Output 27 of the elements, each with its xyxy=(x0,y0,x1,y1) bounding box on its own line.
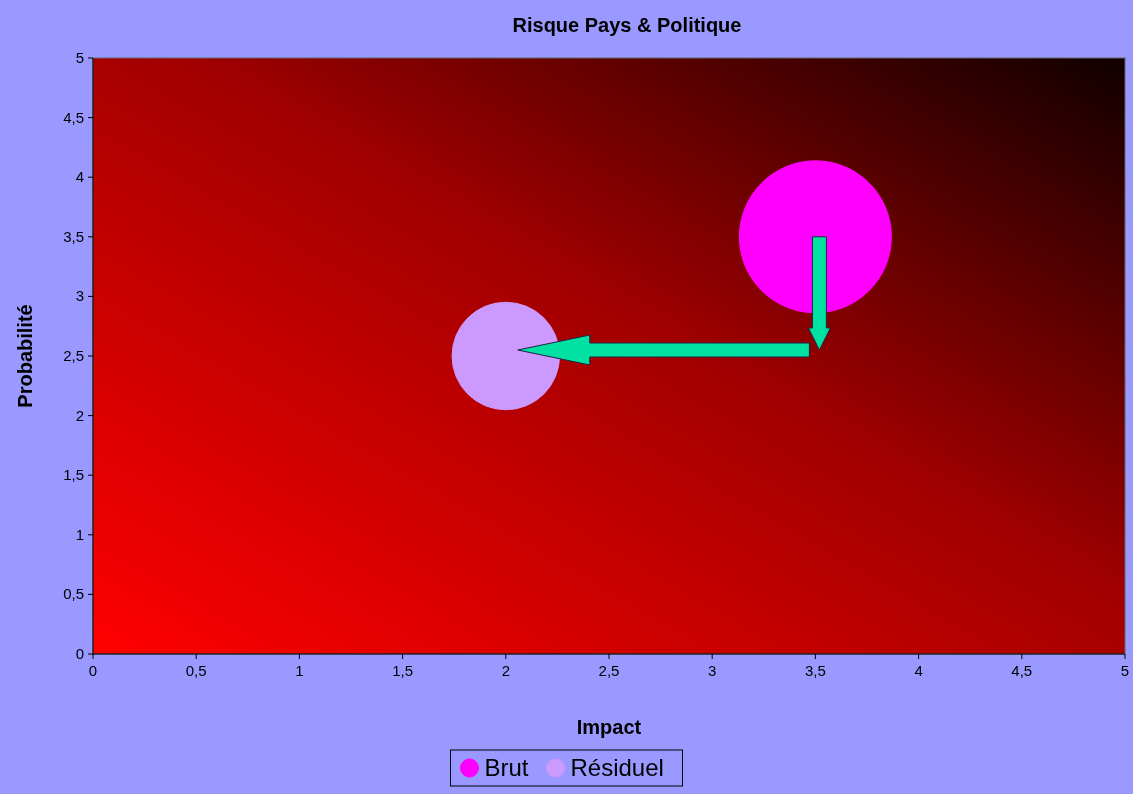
chart-title: Risque Pays & Politique xyxy=(512,14,742,36)
y-tick-label: 4 xyxy=(75,168,84,186)
legend-label: Résiduel xyxy=(570,754,664,781)
legend-label: Brut xyxy=(484,754,529,781)
y-tick-label: 3,5 xyxy=(63,227,84,245)
x-tick-label: 2 xyxy=(501,662,510,679)
x-axis-title: Impact xyxy=(576,716,642,738)
x-tick-label: 2,5 xyxy=(598,662,620,679)
x-tick-label: 3,5 xyxy=(804,662,826,679)
x-tick-label: 0,5 xyxy=(185,662,207,679)
y-tick-label: 0 xyxy=(75,645,84,662)
y-tick-label: 2,5 xyxy=(63,347,84,364)
y-tick-label: 1 xyxy=(75,525,84,543)
y-tick-label: 5 xyxy=(75,49,84,66)
y-tick-label: 4,5 xyxy=(63,108,84,126)
x-tick-label: 5 xyxy=(1120,662,1130,679)
y-tick-label: 2 xyxy=(75,406,84,424)
x-tick-label: 0 xyxy=(88,662,98,679)
y-tick-label: 0,5 xyxy=(63,585,84,603)
x-tick-label: 1 xyxy=(295,662,304,679)
y-axis-title: Probabilité xyxy=(14,304,36,408)
y-tick-label: 3 xyxy=(75,287,84,305)
x-tick-label: 4,5 xyxy=(1011,662,1033,679)
x-tick-label: 3 xyxy=(708,662,717,679)
y-tick-label: 1,5 xyxy=(63,466,84,484)
x-tick-label: 4 xyxy=(914,662,923,679)
x-tick-label: 1,5 xyxy=(392,662,414,679)
